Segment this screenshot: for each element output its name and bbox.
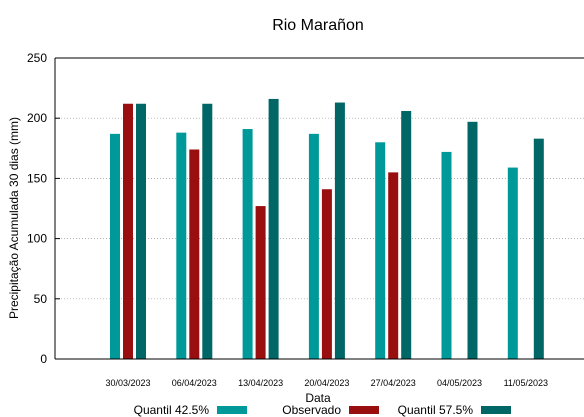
grid — [55, 117, 584, 300]
bars — [110, 98, 544, 359]
x-tick-label: 20/04/2023 — [304, 378, 349, 388]
bar-quantil-57-5--0 — [136, 103, 146, 359]
legend-label: Quantil 42.5% — [134, 403, 210, 417]
y-tick-label: 200 — [27, 111, 47, 125]
bar-quantil-42-5--6 — [507, 167, 518, 359]
y-ticks: 0 50 100 150 200 250 — [27, 51, 60, 366]
bar-observado-1 — [189, 149, 200, 359]
x-tick-label: 06/04/2023 — [172, 378, 217, 388]
bar-quantil-57-5--3 — [334, 102, 345, 359]
legend-swatch — [349, 406, 379, 414]
x-tick-label: 04/05/2023 — [437, 378, 482, 388]
bar-quantil-57-5--1 — [202, 103, 213, 359]
bar-quantil-42-5--0 — [110, 133, 120, 359]
x-tick-label: 13/04/2023 — [238, 378, 283, 388]
legend-label: Observado — [282, 403, 341, 417]
bar-quantil-42-5--4 — [375, 142, 386, 359]
axes — [54, 57, 584, 360]
bar-observado-2 — [255, 206, 266, 359]
bar-quantil-42-5--2 — [242, 129, 253, 359]
legend-swatch — [217, 406, 247, 414]
legend-swatch — [481, 406, 511, 414]
bar-quantil-57-5--4 — [401, 110, 412, 359]
y-tick-label: 100 — [27, 232, 47, 246]
legend-label: Quantil 57.5% — [398, 403, 474, 417]
x-tick-label: 30/03/2023 — [105, 378, 150, 388]
bar-quantil-57-5--6 — [533, 138, 544, 359]
y-axis-label: Precipitação Acumulada 30 dias (mm) — [7, 117, 21, 319]
y-tick-label: 250 — [27, 51, 47, 65]
x-tick-label: 27/04/2023 — [371, 378, 416, 388]
bar-observado-4 — [388, 172, 399, 359]
bar-quantil-57-5--2 — [268, 98, 279, 359]
bar-observado-0 — [123, 103, 133, 359]
bar-quantil-42-5--1 — [176, 132, 187, 359]
x-tick-label: 11/05/2023 — [504, 378, 548, 388]
y-tick-label: 50 — [34, 292, 48, 306]
x-axis-label: Data — [305, 391, 331, 405]
legend: Quantil 42.5% Observado Quantil 57.5% — [134, 403, 511, 417]
bar-quantil-57-5--5 — [467, 121, 478, 359]
bar-quantil-42-5--3 — [308, 133, 319, 359]
bar-observado-3 — [321, 189, 332, 359]
chart-title: Rio Marañon — [272, 17, 364, 34]
y-tick-label: 0 — [40, 352, 47, 366]
y-tick-label: 150 — [27, 171, 47, 185]
x-ticks: 30/03/2023 06/04/2023 13/04/2023 20/04/2023… — [105, 378, 548, 388]
bar-quantil-42-5--5 — [441, 151, 452, 359]
